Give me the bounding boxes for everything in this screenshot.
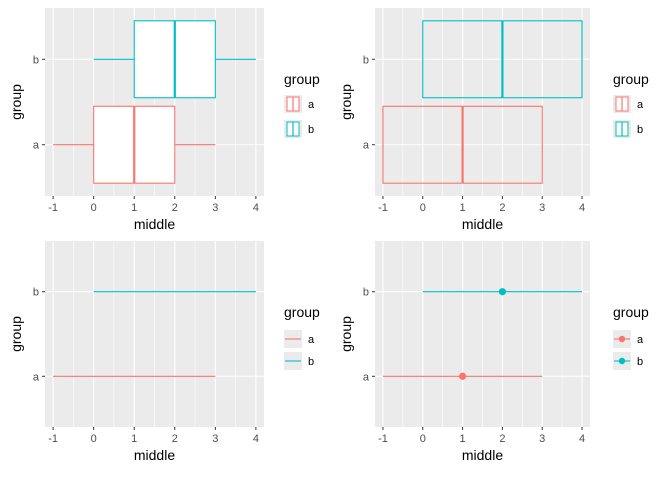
x-tick-label: 4 xyxy=(253,202,259,214)
x-axis-title: middle xyxy=(462,216,503,232)
x-tick-label: 4 xyxy=(579,433,585,445)
y-axis-title: group xyxy=(338,316,354,352)
x-axis-title: middle xyxy=(462,447,503,463)
y-tick-label: a xyxy=(33,140,40,152)
x-axis-title: middle xyxy=(134,447,175,463)
chart-panel-2: -1 0 1 2 3 4 a b middle group xyxy=(338,8,590,232)
x-tick-label: 2 xyxy=(499,202,505,214)
legend-label-b: b xyxy=(637,356,643,368)
x-tick-label: 3 xyxy=(212,202,218,214)
legend-label-b: b xyxy=(308,124,314,136)
legend-title: group xyxy=(284,71,320,87)
pointrange-point-b xyxy=(498,288,507,296)
legend-label-a: a xyxy=(308,99,315,111)
legend-title: group xyxy=(613,71,649,87)
x-tick-label: 2 xyxy=(172,202,178,214)
y-axis-title: group xyxy=(8,316,24,352)
x-tick-label: 1 xyxy=(460,433,466,445)
chart-panel-1: -1 0 1 2 3 4 a b middle group xyxy=(8,8,264,232)
y-tick-label: b xyxy=(33,54,39,66)
x-tick-label: 3 xyxy=(539,433,545,445)
legend-label-b: b xyxy=(637,124,643,136)
x-tick-label: 0 xyxy=(420,433,426,445)
legend-key-point-a xyxy=(618,335,626,343)
y-tick-label: b xyxy=(363,287,369,299)
chart-panel-3: -1 0 1 2 3 4 a b middle group xyxy=(8,241,264,463)
legend-label-a: a xyxy=(308,334,315,346)
y-tick-label: b xyxy=(33,287,39,299)
x-tick-label: 0 xyxy=(91,433,97,445)
legend-title: group xyxy=(284,304,320,320)
y-tick-label: a xyxy=(363,140,370,152)
legend-label-b: b xyxy=(308,356,314,368)
y-axis-title: group xyxy=(338,84,354,120)
x-tick-label: 1 xyxy=(131,433,137,445)
x-tick-label: 4 xyxy=(579,202,585,214)
x-tick-label: 3 xyxy=(212,433,218,445)
x-tick-label: 1 xyxy=(131,202,137,214)
legend-3: group ab xyxy=(284,304,320,370)
chart-panel-4: -1 0 1 2 3 4 a b middle group xyxy=(338,241,590,463)
y-tick-label: b xyxy=(363,54,369,66)
y-tick-label: a xyxy=(363,371,370,383)
y-tick-label: a xyxy=(33,371,40,383)
x-tick-label: 1 xyxy=(460,202,466,214)
x-tick-label: -1 xyxy=(378,202,388,214)
x-tick-label: 0 xyxy=(91,202,97,214)
legend-4: group ab xyxy=(613,304,649,370)
x-tick-label: -1 xyxy=(48,433,58,445)
x-tick-label: 4 xyxy=(253,433,259,445)
legend-label-a: a xyxy=(637,99,644,111)
x-tick-label: -1 xyxy=(48,202,58,214)
x-tick-label: -1 xyxy=(378,433,388,445)
y-axis-title: group xyxy=(8,84,24,120)
x-tick-label: 2 xyxy=(499,433,505,445)
x-tick-label: 2 xyxy=(172,433,178,445)
legend-title: group xyxy=(613,304,649,320)
legend-label-a: a xyxy=(637,334,644,346)
x-axis-title: middle xyxy=(134,216,175,232)
x-tick-label: 3 xyxy=(539,202,545,214)
pointrange-point-a xyxy=(458,372,467,380)
legend-1: group a b xyxy=(284,71,320,138)
x-tick-label: 0 xyxy=(420,202,426,214)
legend-2: group a b xyxy=(613,71,649,138)
legend-key-point-b xyxy=(618,357,626,365)
